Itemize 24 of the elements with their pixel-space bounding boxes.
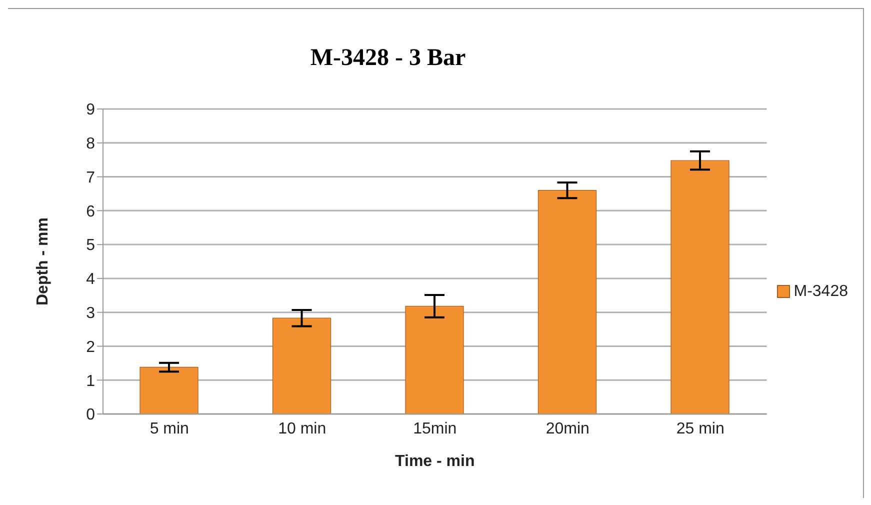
x-tick-label: 20min [546,420,590,438]
x-tick-label: 10 min [278,420,326,438]
x-tick-label: 15min [413,420,457,438]
chart-title: M-3428 - 3 Bar [309,45,467,72]
x-tick-label: 25 min [676,420,724,438]
y-tick-label: 4 [86,271,96,288]
y-tick-label: 3 [86,305,96,322]
y-tick-label: 1 [86,372,96,390]
y-tick-label: 9 [86,102,96,119]
bar [140,366,198,414]
bar [272,318,332,414]
bar [538,190,597,414]
bar [405,306,464,414]
y-tick-label: 6 [86,203,96,220]
legend-label: M-3428 [794,282,848,300]
y-axis-title: Depth - mm [34,218,52,306]
bar [670,160,730,414]
y-tick-label: 8 [86,136,96,153]
y-tick-label: 2 [86,338,96,356]
y-tick-label: 0 [86,406,96,424]
x-axis-title: Time - min [395,453,475,470]
y-tick-label: 7 [86,169,96,186]
x-tick-label: 5 min [150,420,189,438]
y-tick-label: 5 [86,237,96,254]
